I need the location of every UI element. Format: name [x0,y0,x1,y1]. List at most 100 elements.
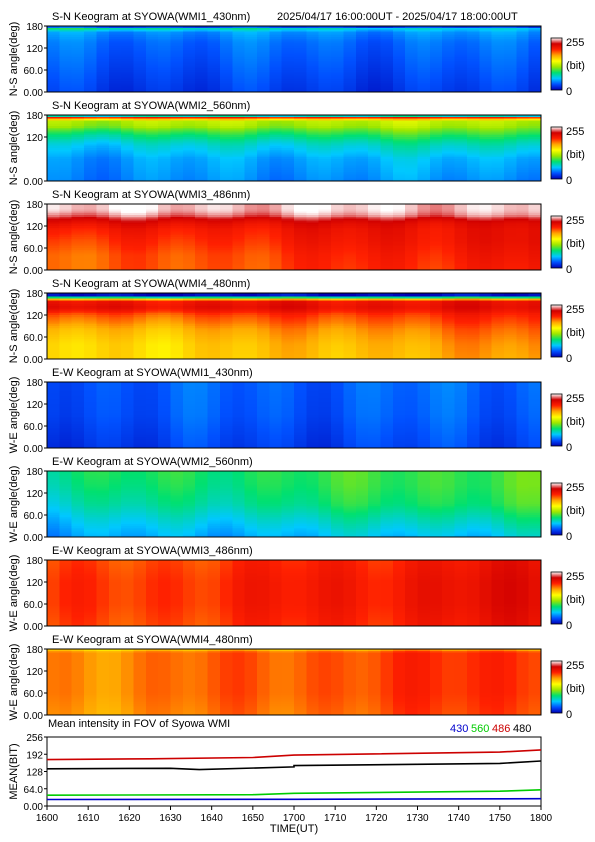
heatmap-cell [281,244,295,247]
heatmap-cell [306,237,320,240]
heatmap-cell [121,220,135,223]
heatmap-cell [380,37,394,40]
colorbar [550,126,563,180]
heatmap-cell [182,140,196,144]
heatmap-cell [269,257,283,260]
heatmap-cell [503,64,517,67]
heatmap-cell [528,46,542,49]
heatmap-cell [491,29,505,33]
heatmap-cell [454,131,468,134]
heatmap-cell [318,207,332,211]
heatmap-cell [479,233,493,236]
heatmap-cell [145,131,159,134]
heatmap-cell [108,318,122,322]
heatmap-cell [417,207,431,211]
heatmap-cell [96,149,110,153]
heatmap-cell [429,77,443,80]
heatmap-cell [108,155,122,158]
heatmap-cell [158,171,172,175]
heatmap-cell [207,315,221,318]
heatmap-cell [491,68,505,71]
heatmap-cell [47,122,60,125]
heatmap-cell [182,355,196,358]
heatmap-cell [59,171,73,175]
heatmap-cell [108,66,122,69]
heatmap-cell [121,122,135,125]
heatmap-cell [442,237,456,240]
heatmap-cell [96,304,110,307]
heatmap-cell [84,327,97,331]
heatmap-cell [96,53,110,56]
heatmap-cell [133,77,147,80]
heatmap-cell [318,81,332,84]
heatmap-cell [368,38,382,42]
heatmap-cell [368,49,382,53]
heatmap-cell [355,246,369,249]
heatmap-cell [294,31,307,34]
heatmap-cell [392,260,406,264]
heatmap-cell [318,262,332,266]
heatmap-cell [466,40,480,44]
heatmap-cell [405,238,419,242]
heatmap-cell [256,259,270,262]
heatmap-cell [84,248,97,251]
heatmap-cell [108,231,122,234]
heatmap-cell [392,255,406,258]
heatmap-cell [108,262,122,266]
heatmap-cell [84,235,97,238]
heatmap-cell [491,209,505,212]
heatmap-cell [355,205,369,209]
heatmap-cell [466,118,480,122]
heatmap-cell [405,68,419,71]
heatmap-cell [281,146,295,149]
heatmap-cell [84,342,97,345]
heatmap-cell [108,244,122,247]
heatmap-cell [195,148,209,151]
heatmap-cell [219,162,233,166]
heatmap-cell [294,215,307,218]
heatmap-cell [466,27,480,31]
heatmap-cell [516,209,530,212]
heatmap-cell [96,126,110,129]
heatmap-cell [281,173,295,177]
heatmap-cell [281,84,295,88]
heatmap-cell [47,142,60,145]
heatmap-cell [232,173,246,177]
heatmap-cell [133,293,147,296]
heatmap-cell [491,62,505,66]
heatmap-cell [84,305,97,309]
heatmap-cell [182,320,196,323]
heatmap-cell [195,337,209,340]
heatmap-cell [256,62,270,66]
heatmap-cell [121,164,135,167]
heatmap-cell [47,320,60,323]
heatmap-cell [145,48,159,51]
heatmap-cell [170,115,184,118]
heatmap-cell [170,116,184,120]
heatmap-cell [355,173,369,177]
heatmap-cell [170,120,184,123]
heatmap-cell [59,81,73,84]
heatmap-cell [244,157,258,160]
heatmap-cell [108,296,122,300]
heatmap-cell [47,211,60,214]
heatmap-cell [59,127,73,131]
heatmap-cell [454,68,468,71]
heatmap-cell [207,144,221,147]
heatmap-cell [158,304,172,307]
heatmap-cell [182,344,196,347]
heatmap-cell [405,46,419,49]
heatmap-cell [133,266,147,269]
heatmap-cell [219,38,233,42]
heatmap-cell [96,131,110,134]
colorbar-min-label: 0 [566,175,572,187]
heatmap-cell [256,135,270,138]
heatmap-cell [466,171,480,175]
heatmap-cell [170,68,184,71]
heatmap-cell [516,224,530,227]
heatmap-cell [84,68,97,71]
heatmap-cell [244,268,258,271]
heatmap-cell [219,138,233,142]
heatmap-cell [121,357,135,360]
heatmap-cell [232,129,246,133]
